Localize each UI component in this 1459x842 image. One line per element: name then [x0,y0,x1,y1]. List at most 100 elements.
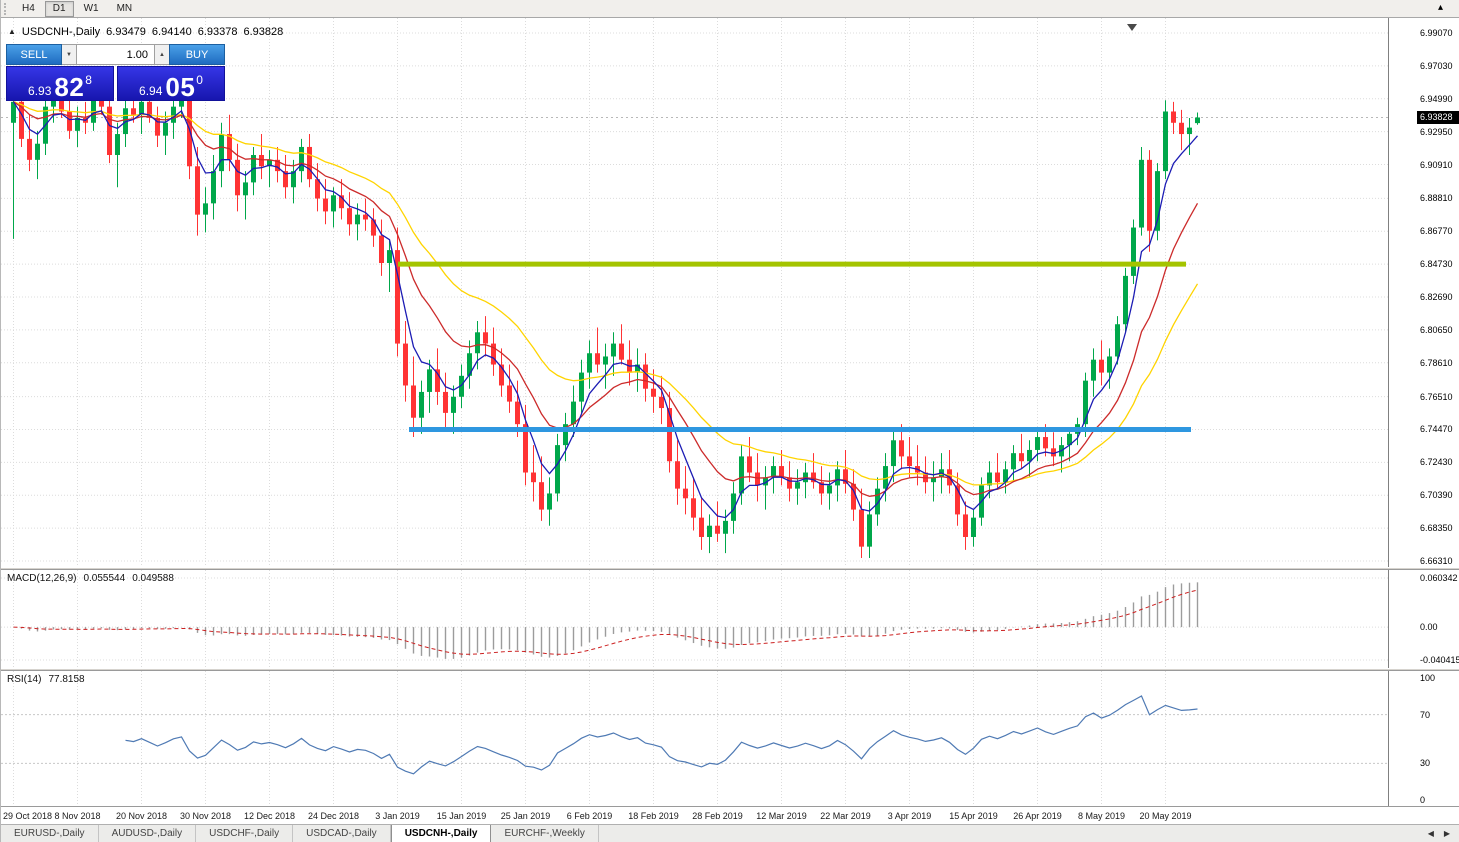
price-axis-label: 6.70390 [1420,490,1453,501]
rsi-axis-label: 100 [1420,673,1436,683]
date-axis-label: 15 Jan 2019 [436,811,487,821]
price-axis-label: 6.86770 [1420,226,1453,237]
volume-increase-button[interactable]: ▲ [155,44,169,65]
volume-input[interactable] [76,44,155,65]
macd-label: MACD(12,26,9) [7,573,77,584]
date-axis-label: 24 Dec 2018 [307,811,360,821]
price-axis-label: 6.82690 [1420,292,1453,302]
rsi-header: RSI(14) 77.8158 [7,674,85,685]
chart-tab[interactable]: AUDUSD-,Daily [99,825,197,842]
date-axis-label: 29 Oct 2018 [3,811,53,821]
date-axis-label: 12 Dec 2018 [243,811,296,821]
main-chart-plot[interactable] [1,18,1388,567]
price-axis-label: 6.92950 [1420,126,1453,137]
toolbar-overflow-icon[interactable]: ▴ [1437,2,1443,13]
date-axis-label: 8 Nov 2018 [54,811,101,821]
macd-header: MACD(12,26,9) 0.055544 0.049588 [7,573,174,584]
macd-axis-label: 0.060342 [1420,573,1458,583]
sell-price-display[interactable]: 6.93 82 8 [6,66,114,101]
macd-panel: MACD(12,26,9) 0.055544 0.049588 0.060342… [1,570,1459,668]
chart-tabbar: EURUSD-,Daily AUDUSD-,Daily USDCHF-,Daily U… [1,824,1459,842]
price-axis-label: 6.76510 [1420,391,1453,402]
date-axis-label: 20 May 2019 [1139,811,1192,821]
price-axis-label: 6.80650 [1420,324,1453,335]
date-axis-label: 25 Jan 2019 [500,811,551,821]
tabs-scroll-left-button[interactable]: ◀ [1427,829,1434,838]
one-click-collapse-icon[interactable]: ▲ [8,27,16,36]
tabs-scroll-right-button[interactable]: ▶ [1443,829,1450,838]
sell-price-figure: 6.93 [28,84,52,98]
chart-close-value: 6.93828 [243,26,284,38]
chart-open-value: 6.93479 [106,26,146,38]
macd-axis-label: 0.00 [1420,622,1438,633]
chart-tab[interactable]: EURCHF-,Weekly [491,825,599,842]
buy-price-pips: 05 [165,72,196,102]
macd-axis-label: -0.040415 [1420,655,1459,665]
chart-tabs: EURUSD-,Daily AUDUSD-,Daily USDCHF-,Daily U… [1,825,599,842]
timeframe-button-w1[interactable]: W1 [83,3,99,14]
rsi-value: 77.8158 [48,674,85,685]
rsi-label: RSI(14) [7,674,42,685]
buy-price-display[interactable]: 6.94 05 0 [117,66,225,101]
rsi-axis[interactable]: 100 70 30 0 [1388,671,1459,806]
date-axis-label: 22 Mar 2019 [820,811,871,821]
one-click-trading-panel: SELL ▼ ▲ BUY 6.93 82 8 6.94 05 0 [6,44,225,101]
macd-main-value: 0.055544 [83,573,126,584]
chart-tab[interactable]: EURUSD-,Daily [1,825,99,842]
rsi-axis-label: 0 [1420,795,1426,805]
price-axis[interactable]: 6.93828 6.99070 6.97030 6.94990 6.92950 6.90… [1388,18,1459,567]
date-axis-label: 20 Nov 2018 [115,811,168,821]
rsi-plot[interactable] [1,671,1388,806]
sell-button[interactable]: SELL [6,44,62,65]
chart-title: ▲ USDCNH-,Daily 6.93479 6.94140 6.93378 … [8,26,283,38]
macd-signal-value: 0.049588 [132,573,174,584]
macd-plot[interactable] [1,570,1388,668]
timeframe-buttons: H4 D1 W1 MN [13,0,141,17]
sell-price-pips: 82 [54,72,85,102]
price-axis-label: 6.88810 [1420,193,1453,204]
date-axis-label: 3 Jan 2019 [375,811,420,821]
chart-low-value: 6.93378 [197,26,238,38]
price-axis-label: 6.84730 [1420,259,1453,270]
price-axis-label: 6.74470 [1420,424,1453,435]
price-chart-panel: ▲ USDCNH-,Daily 6.93479 6.94140 6.93378 … [1,18,1459,567]
rsi-axis-label: 30 [1420,758,1431,769]
date-axis-label: 3 Apr 2019 [887,811,932,821]
price-axis-label: 6.97030 [1420,60,1453,71]
timeframe-toolbar: H4 D1 W1 MN ▴ [1,0,1459,18]
macd-axis[interactable]: 0.060342 0.00 -0.040415 [1388,570,1459,668]
date-axis[interactable]: 29 Oct 2018 8 Nov 2018 20 Nov 2018 30 Nov 2… [1,806,1459,824]
chart-tab[interactable]: USDCHF-,Daily [196,825,294,842]
chart-high-value: 6.94140 [151,26,192,38]
chart-shift-icon[interactable] [1127,24,1137,31]
toolbar-drag-handle[interactable] [4,2,8,15]
buy-price-figure: 6.94 [139,84,163,98]
timeframe-button-mn[interactable]: MN [116,3,133,14]
chart-tab[interactable]: USDCNH-,Daily [390,825,492,842]
date-axis-label: 26 Apr 2019 [1013,811,1062,821]
date-axis-label: 12 Mar 2019 [756,811,807,821]
price-axis-label: 6.66310 [1420,556,1453,566]
price-axis-label: 6.90910 [1420,159,1453,170]
buy-button[interactable]: BUY [169,44,225,65]
timeframe-button-d1[interactable]: D1 [44,0,74,17]
date-axis-label: 30 Nov 2018 [179,811,232,821]
buy-price-point: 0 [196,73,203,87]
date-axis-label: 6 Feb 2019 [566,811,613,821]
panel-splitter[interactable] [1,567,1459,570]
price-axis-label: 6.78610 [1420,357,1453,368]
price-axis-label: 6.99070 [1420,28,1453,38]
volume-decrease-button[interactable]: ▼ [62,44,76,65]
rsi-panel: RSI(14) 77.8158 100 70 30 0 [1,671,1459,806]
chart-symbol-label: USDCNH-,Daily [21,26,101,38]
date-axis-label: 18 Feb 2019 [628,811,679,821]
price-axis-label: 6.68350 [1420,523,1453,534]
tabs-scroll: ◀ ▶ [1418,825,1459,842]
date-axis-label: 8 May 2019 [1077,811,1126,821]
rsi-axis-label: 70 [1420,709,1431,720]
panel-splitter[interactable] [1,668,1459,671]
timeframe-button-h4[interactable]: H4 [22,3,35,14]
chart-tab[interactable]: USDCAD-,Daily [293,825,391,842]
date-axis-label: 15 Apr 2019 [949,811,998,821]
